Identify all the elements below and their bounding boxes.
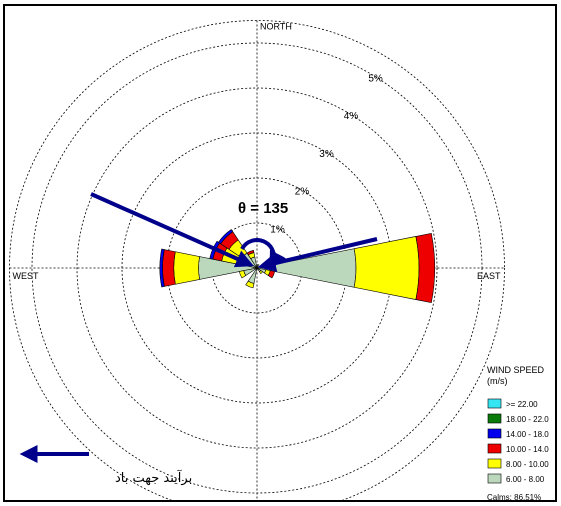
legend-label-3: 10.00 - 14.0 bbox=[506, 445, 549, 454]
petal-270-bin-3 bbox=[159, 248, 165, 288]
petal-315-bin-3 bbox=[218, 229, 234, 245]
petal-247.5-bin-1 bbox=[238, 270, 247, 279]
legend-label-2: 14.00 - 18.0 bbox=[506, 430, 549, 439]
ring-label-2: 2% bbox=[295, 187, 310, 198]
theta-arc bbox=[240, 238, 286, 270]
legend-label-1: 18.00 - 22.0 bbox=[506, 415, 549, 424]
legend-label-4: 8.00 - 10.00 bbox=[506, 460, 549, 469]
petal-270-bin-1 bbox=[173, 251, 200, 285]
legend-swatch-4 bbox=[487, 458, 502, 469]
petal-202.5-bin-1 bbox=[245, 280, 255, 289]
resultant-arrow-left bbox=[90, 192, 254, 268]
petal-90-bin-1 bbox=[353, 236, 420, 300]
legend-label-0: >= 22.00 bbox=[506, 400, 538, 409]
direction-labels: NORTHSOUTHEASTWEST bbox=[13, 22, 501, 282]
legend-swatch-2 bbox=[487, 428, 502, 439]
legend-calms: Calms: 86.51% bbox=[487, 493, 541, 502]
legend-title: WIND SPEED bbox=[487, 365, 545, 375]
dir-label-east: EAST bbox=[477, 271, 501, 281]
legend-swatch-0 bbox=[487, 398, 502, 409]
wind-petals bbox=[159, 229, 435, 304]
ring-label-1: 1% bbox=[270, 224, 285, 235]
legend-swatch-1 bbox=[487, 413, 502, 424]
legend-unit: (m/s) bbox=[487, 376, 508, 386]
wind-rose-chart: NORTHSOUTHEASTWEST 1%2%3%4%5% θ = 135 WI… bbox=[9, 20, 549, 502]
ring-labels: 1% 2% 3% 4% 5% bbox=[270, 73, 383, 235]
legend: WIND SPEED (m/s) >= 22.00 18.00 - 22.0 14.… bbox=[487, 365, 549, 502]
legend-label-5: 6.00 - 8.00 bbox=[506, 475, 545, 484]
petal-270-bin-2 bbox=[162, 249, 176, 287]
dir-label-north: NORTH bbox=[260, 22, 292, 32]
ring-label-5: 5% bbox=[368, 73, 383, 84]
legend-swatch-3 bbox=[487, 443, 502, 454]
theta-label: θ = 135 bbox=[238, 200, 288, 217]
dir-label-west: WEST bbox=[13, 271, 40, 281]
petal-112.5-bin-2 bbox=[267, 270, 276, 279]
legend-items: >= 22.00 18.00 - 22.0 14.00 - 18.0 10.00 - … bbox=[487, 398, 549, 484]
ring-4 bbox=[76, 87, 438, 449]
wind-rose-frame: NORTHSOUTHEASTWEST 1%2%3%4%5% θ = 135 WI… bbox=[3, 4, 557, 502]
ring-label-3: 3% bbox=[319, 149, 334, 160]
petal-90-bin-2 bbox=[415, 232, 435, 304]
legend-swatch-5 bbox=[487, 473, 502, 484]
ring-label-4: 4% bbox=[344, 111, 359, 122]
caption-text: برآیند جهت باد bbox=[115, 469, 192, 486]
